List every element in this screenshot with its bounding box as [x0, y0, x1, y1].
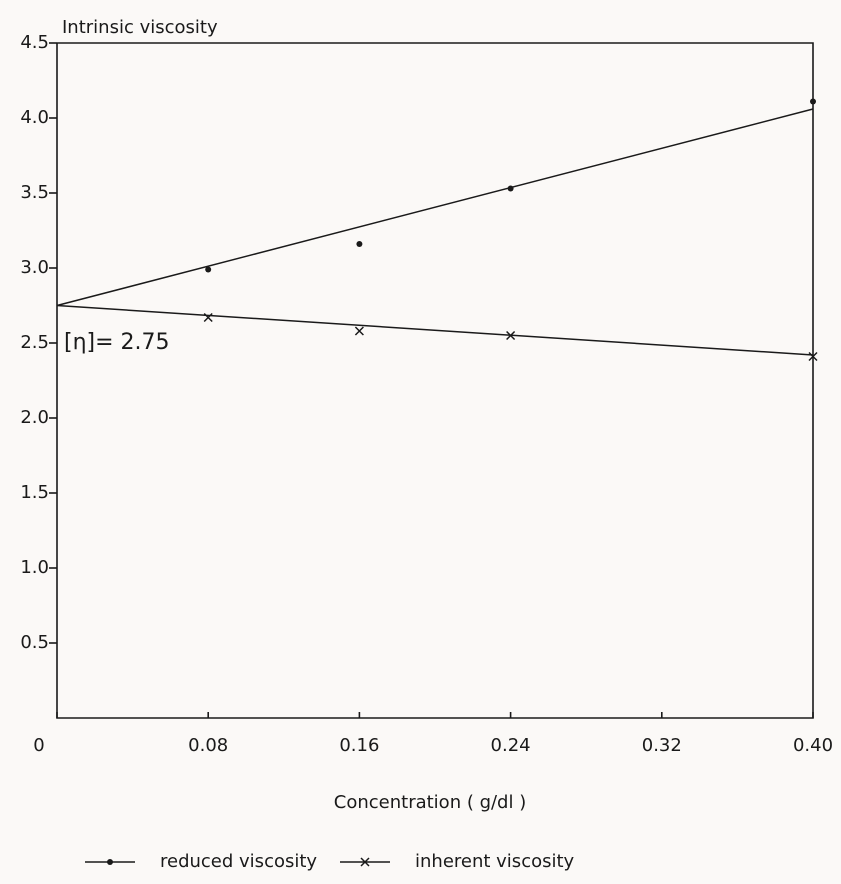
y-tick-label: 1.5 [20, 482, 49, 503]
y-tick-label: 3.5 [20, 182, 49, 203]
marker-dot [810, 98, 816, 105]
y-tick-label: 1.0 [20, 557, 49, 578]
y-tick-label: 2.5 [20, 332, 49, 353]
annotation: [η]= 2.75 [64, 330, 170, 355]
y-tick-label: 4.0 [20, 107, 49, 128]
legend-marker [107, 859, 113, 865]
marker-x [808, 351, 818, 362]
y-tick-label: 2.0 [20, 407, 49, 428]
fit-line [56, 304, 814, 356]
marker-dot [507, 185, 514, 192]
x-tick-label: 0 [33, 735, 44, 756]
legend-label: inherent viscosity [415, 851, 575, 872]
y-axis-label: Intrinsic viscosity [62, 17, 218, 38]
y-tick-label: 3.0 [20, 257, 49, 278]
plot-frame [56, 42, 814, 719]
marker-x [354, 326, 364, 336]
fit-line [56, 108, 814, 307]
marker-dot [356, 241, 363, 247]
x-tick-label: 0.32 [642, 735, 682, 756]
legend-label: reduced viscosity [160, 851, 317, 872]
x-axis-label: Concentration ( g/dl ) [334, 792, 526, 813]
x-tick-label: 0.40 [793, 735, 833, 756]
y-tick-label: 0.5 [20, 632, 49, 653]
marker-x [506, 330, 516, 341]
x-tick-label: 0.08 [188, 735, 228, 756]
x-tick-label: 0.24 [491, 735, 531, 756]
legend-marker [360, 857, 370, 867]
y-tick-label: 4.5 [20, 32, 49, 53]
marker-dot [205, 266, 212, 273]
x-tick-label: 0.16 [339, 735, 379, 756]
marker-x [203, 312, 213, 323]
